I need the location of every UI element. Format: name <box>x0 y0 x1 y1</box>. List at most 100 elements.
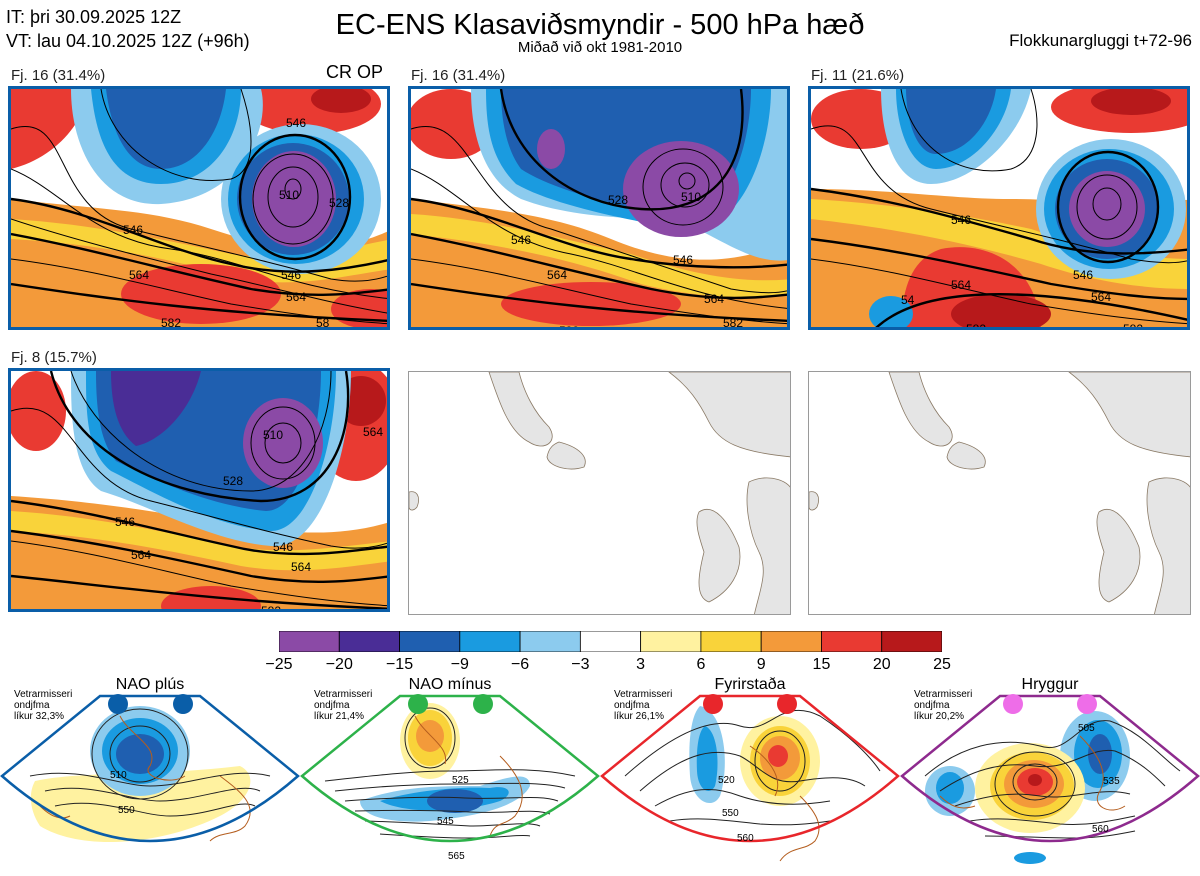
colorbar-tick-label: −9 <box>450 656 469 673</box>
regime-title: NAO plús <box>115 676 185 693</box>
contour-label: 564 <box>951 278 971 292</box>
contour-label: 528 <box>608 193 628 207</box>
contour-label: 520 <box>718 775 735 786</box>
regime-map: 510 550 <box>0 694 300 843</box>
cluster-map-4[interactable]: 546 564 510 528 546 564 582 564 <box>8 368 390 612</box>
contour-label: 528 <box>223 474 243 488</box>
regime-map: 520 550 560 <box>600 694 900 862</box>
contour-label: 565 <box>448 851 465 862</box>
classification-window: Flokkunargluggi t+72-96 <box>1009 31 1192 50</box>
regime-note: Vetrarmisseri ondjfma líkur 21,4% <box>314 689 373 722</box>
regime-title: Hryggur <box>1021 676 1079 693</box>
contour-label: 560 <box>737 833 754 844</box>
regime-note: Vetrarmisseri ondjfma líkur 32,3% <box>14 689 73 722</box>
colorbar-swatches <box>278 630 943 653</box>
panel-2-label: Fj. 16 (31.4%) <box>411 67 506 84</box>
contour-label: 546 <box>281 268 301 282</box>
colorbar-tick-label: −3 <box>571 656 590 673</box>
regime-blocking: Fyrirstaða Vetrarmisseri ondjfma líkur 2… <box>600 676 900 871</box>
initial-time: IT: þri 30.09.2025 12Z <box>6 7 182 27</box>
contour-label: 564 <box>131 548 151 562</box>
regime-note: Vetrarmisseri ondjfma líkur 26,1% <box>614 689 673 722</box>
colorbar-tick-label: −15 <box>385 656 414 673</box>
regime-title: Fyrirstaða <box>714 676 786 693</box>
colorbar <box>278 630 943 653</box>
control-operational-badge: CR OP <box>326 62 384 82</box>
panel-4-label: Fj. 8 (15.7%) <box>11 349 97 366</box>
contour-label: 582 <box>1123 322 1143 330</box>
colorbar-swatch <box>338 630 400 653</box>
colorbar-swatch <box>459 630 521 653</box>
contour-label: 564 <box>129 268 149 282</box>
contour-label: 550 <box>722 808 739 819</box>
page-title: EC-ENS Klasaviðsmyndir - 500 hPa hæð <box>335 9 865 41</box>
contour-label: 546 <box>115 515 135 529</box>
panel-3-label: Fj. 11 (21.6%) <box>811 67 905 84</box>
contour-label: 505 <box>1078 723 1095 734</box>
colorbar-swatch <box>821 630 883 653</box>
colorbar-swatch <box>700 630 762 653</box>
contour-label: 510 <box>263 428 283 442</box>
valid-time: VT: lau 04.10.2025 12Z (+96h) <box>6 31 250 51</box>
contour-label: 546 <box>123 223 143 237</box>
contour-label: 582 <box>559 324 579 330</box>
cluster-map-3[interactable]: 546 564 546 564 582 582 54 <box>808 86 1190 330</box>
contour-label: 564 <box>291 560 311 574</box>
contour-label: 546 <box>511 233 531 247</box>
colorbar-swatch <box>760 630 822 653</box>
colorbar-tick-label: 25 <box>933 656 951 673</box>
colorbar-tick-label: −25 <box>265 656 293 673</box>
contour-label: 582 <box>261 604 281 612</box>
colorbar-tick-label: 9 <box>756 656 766 673</box>
colorbar-swatch <box>399 630 461 653</box>
contour-label: 564 <box>363 425 383 439</box>
panel-1-label: Fj. 16 (31.4%) <box>11 67 106 84</box>
regime-map: 525 545 565 <box>300 694 600 862</box>
contour-label: 510 <box>681 190 701 204</box>
contour-label: 550 <box>118 805 135 816</box>
regime-title: NAO mínus <box>408 676 492 693</box>
contour-label: 560 <box>1092 824 1109 835</box>
cluster-map-2[interactable]: 546 564 510 528 546 564 582 582 <box>408 86 790 330</box>
contour-label: 546 <box>286 116 306 130</box>
colorbar-tick-label: −20 <box>325 656 353 673</box>
contour-label: 510 <box>110 770 127 781</box>
contour-label: 582 <box>966 322 986 330</box>
contour-label: 564 <box>547 268 567 282</box>
contour-label: 546 <box>951 213 971 227</box>
cluster-map-1[interactable]: 546 564 582 510 528 546 564 546 58 <box>8 86 390 330</box>
empty-map-6 <box>808 371 1191 615</box>
regime-ridge: Hryggur Vetrarmisseri ondjfma líkur 20,2… <box>900 676 1200 871</box>
contour-label: 564 <box>286 290 306 304</box>
regime-note: Vetrarmisseri ondjfma líkur 20,2% <box>914 689 973 722</box>
colorbar-tick-label: 6 <box>696 656 706 673</box>
contour-label: 535 <box>1103 776 1120 787</box>
contour-label: 58 <box>316 316 330 330</box>
anomaly-map-4: 546 564 510 528 546 564 582 564 <box>11 371 387 612</box>
contour-label: 525 <box>452 775 469 786</box>
anomaly-map-2: 546 564 510 528 546 564 582 582 <box>411 89 787 330</box>
regime-nao-plus: NAO plús Vetrarmisseri ondjfma líkur 32,… <box>0 676 300 871</box>
colorbar-tick-label: 15 <box>812 656 831 673</box>
contour-label: 546 <box>673 253 693 267</box>
coastline-map-6 <box>809 372 1190 614</box>
contour-label: 54 <box>901 293 915 307</box>
regime-map: 505 535 560 <box>900 694 1200 864</box>
colorbar-swatch <box>278 630 340 653</box>
contour-label: 545 <box>437 816 454 827</box>
colorbar-swatch <box>579 630 642 653</box>
contour-label: 582 <box>723 316 743 330</box>
colorbar-tick-label: 20 <box>872 656 891 673</box>
coastline-map-5 <box>409 372 790 614</box>
regime-nao-minus: NAO mínus Vetrarmisseri ondjfma líkur 21… <box>300 676 600 871</box>
empty-map-5 <box>408 371 791 615</box>
colorbar-swatch <box>881 630 943 653</box>
colorbar-swatch <box>519 630 581 653</box>
contour-label: 510 <box>279 188 299 202</box>
contour-label: 582 <box>161 316 181 330</box>
anomaly-map-1: 546 564 582 510 528 546 564 546 58 <box>11 89 387 330</box>
anomaly-map-3: 546 564 546 564 582 582 54 <box>811 89 1187 330</box>
contour-label: 528 <box>329 196 349 210</box>
contour-label: 564 <box>1091 290 1111 304</box>
contour-label: 564 <box>704 292 724 306</box>
